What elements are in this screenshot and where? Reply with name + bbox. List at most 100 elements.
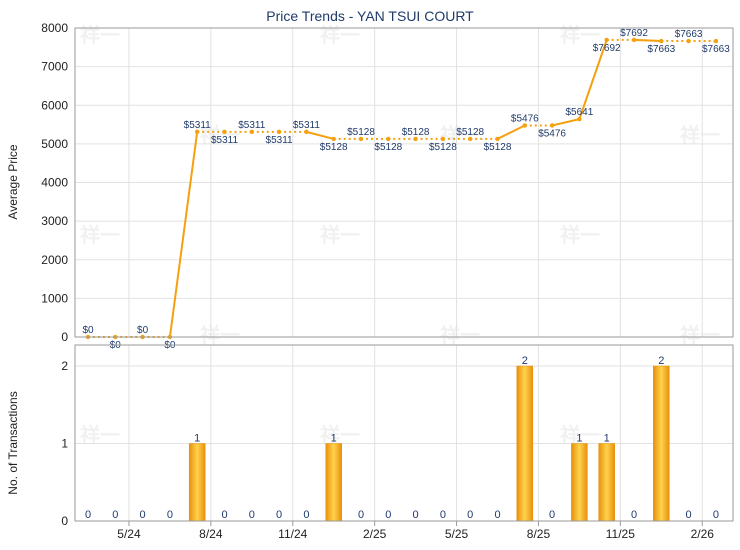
watermark-text: 祥一: [80, 23, 120, 47]
date-x-ticks: 5/24 8/24 11/24 2/25 5/25 8/25 11/25 2/26: [117, 521, 714, 541]
price-point: [713, 38, 719, 44]
transaction-count-label: 0: [467, 509, 473, 521]
price-value-label: $5128: [484, 142, 512, 153]
price-point: [331, 136, 336, 142]
price-point: [358, 136, 364, 142]
transaction-count-label: 1: [331, 433, 337, 445]
price-y-tick-label: 4000: [41, 176, 68, 190]
transaction-count-label: 0: [140, 509, 146, 521]
price-y-tick-label: 8000: [41, 21, 68, 35]
price-value-label: $5476: [511, 113, 539, 124]
transaction-count-labels: 0 0 0 0 1 0 0 0 0 1 0 0 0 0 0 0 2 0 1 1 0 2 0 0: [85, 355, 719, 521]
price-point: [686, 38, 691, 44]
price-y-tick-label: 3000: [41, 214, 68, 228]
price-value-label: $0: [137, 325, 149, 336]
price-point: [522, 123, 527, 128]
transaction-bar: [598, 443, 615, 522]
price-value-label: $5641: [565, 107, 593, 118]
x-tick-label: 8/25: [527, 527, 551, 541]
price-grid: [75, 27, 733, 338]
transaction-count-label: 0: [249, 509, 255, 521]
price-value-label: $7692: [593, 43, 621, 54]
transactions-y-tick-label: 2: [61, 359, 68, 373]
transaction-count-label: 2: [658, 355, 664, 367]
price-line-segment: [578, 39, 608, 120]
watermark-text: 祥一: [560, 23, 600, 47]
transactions-grid: [75, 345, 733, 522]
price-point: [413, 136, 418, 142]
price-y-tick-label: 1000: [41, 291, 68, 305]
price-value-label: $7663: [647, 44, 675, 55]
watermark-text: 祥一: [680, 123, 720, 147]
transaction-count-label: 0: [385, 509, 391, 521]
transaction-count-label: 1: [576, 433, 582, 445]
transaction-count-label: 0: [276, 509, 282, 521]
price-line-segment: [497, 124, 526, 140]
transactions-y-ticks: 0 1 2: [61, 359, 68, 528]
chart-title: Price Trends - YAN TSUI COURT: [266, 8, 474, 24]
price-value-label: $5128: [429, 142, 457, 153]
x-tick-label: 5/24: [117, 527, 141, 541]
transaction-count-label: 0: [494, 509, 500, 521]
price-line-segment: [168, 131, 199, 338]
transaction-count-label: 0: [440, 509, 446, 521]
watermark-text: 祥一: [320, 223, 360, 247]
watermark-text: 祥一: [320, 23, 360, 47]
watermark-text: 祥一: [440, 123, 480, 147]
transaction-count-label: 0: [686, 509, 692, 521]
x-tick-label: 5/25: [445, 527, 469, 541]
transaction-count-label: 0: [631, 509, 637, 521]
transactions-plot-frame: [74, 344, 734, 522]
price-y-tick-label: 7000: [41, 60, 68, 74]
transaction-count-label: 0: [112, 509, 118, 521]
transaction-count-label: 0: [413, 509, 419, 521]
price-point: [222, 129, 227, 135]
transaction-count-label: 0: [85, 509, 91, 521]
price-plot-frame: [74, 27, 734, 338]
price-point: [304, 129, 309, 135]
transaction-count-label: 2: [522, 355, 528, 367]
transactions-axis-label: No. of Transactions: [6, 391, 20, 494]
price-value-label: $5128: [347, 127, 375, 138]
price-point: [249, 129, 254, 135]
watermark-text: 祥一: [80, 223, 120, 247]
price-value-label: $5311: [211, 135, 239, 146]
watermark-text: 祥一: [680, 323, 720, 347]
price-y-tick-label: 6000: [41, 98, 68, 112]
price-point: [195, 129, 200, 135]
watermark-text: 祥一: [440, 323, 480, 347]
price-value-label: $7692: [620, 28, 648, 39]
price-value-label: $5128: [402, 127, 430, 138]
transaction-count-label: 0: [713, 509, 719, 521]
price-value-label: $5311: [293, 120, 321, 131]
transaction-count-label: 1: [194, 433, 200, 445]
x-tick-label: 11/24: [278, 527, 307, 541]
transaction-bar: [325, 443, 342, 522]
transaction-count-label: 0: [221, 509, 227, 521]
transaction-count-label: 0: [549, 509, 555, 521]
transaction-count-label: 1: [604, 433, 610, 445]
price-point: [549, 123, 555, 128]
price-value-label: $5311: [238, 120, 266, 131]
price-point: [386, 136, 391, 142]
price-value-label: $5311: [266, 135, 294, 146]
price-point: [604, 37, 609, 43]
price-value-label: $5476: [538, 128, 566, 139]
price-y-tick-label: 2000: [41, 253, 68, 267]
watermark-text: 祥一: [200, 323, 240, 347]
price-y-ticks: 0 1000 2000 3000 4000 5000 6000 7000 8000: [41, 21, 68, 344]
price-point: [577, 116, 582, 122]
transaction-bar: [516, 365, 534, 522]
price-point: [440, 136, 446, 142]
transaction-bar: [653, 365, 670, 522]
transactions-y-tick-label: 1: [61, 437, 68, 451]
price-y-tick-label: 5000: [41, 137, 68, 151]
price-line-segment: [633, 38, 662, 43]
x-tick-label: 2/26: [691, 527, 715, 541]
price-y-tick-label: 0: [61, 330, 68, 344]
transaction-count-label: 0: [303, 509, 309, 521]
transactions-y-tick-label: 0: [61, 514, 68, 528]
price-line-layer: [85, 37, 719, 340]
